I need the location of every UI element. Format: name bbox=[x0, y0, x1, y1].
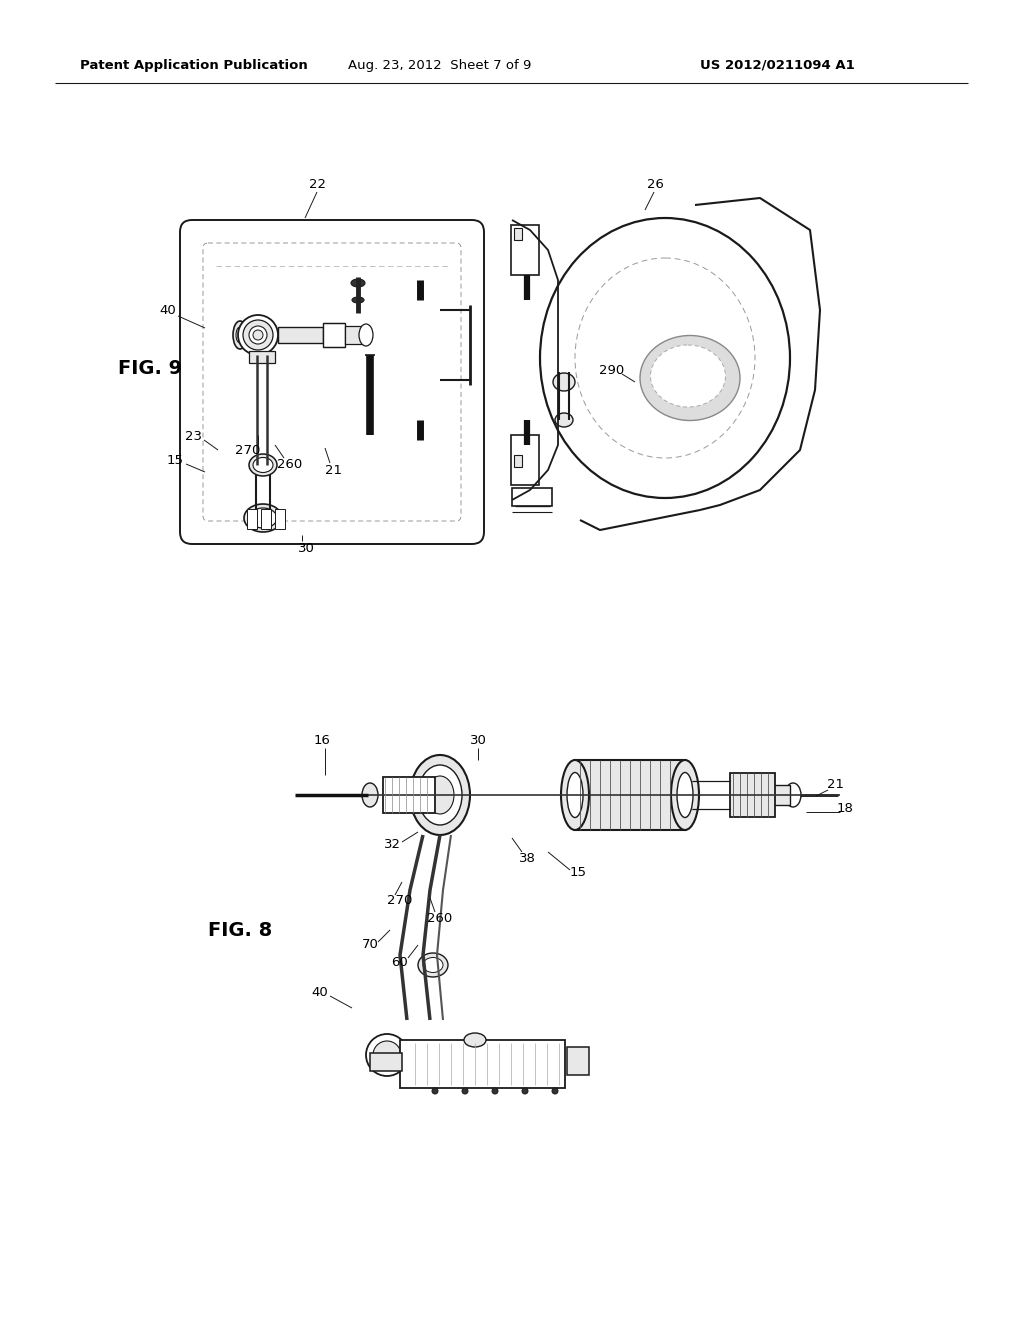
Bar bbox=[345, 326, 362, 345]
Ellipse shape bbox=[253, 330, 263, 341]
Text: 40: 40 bbox=[160, 304, 176, 317]
Bar bbox=[730, 774, 775, 817]
Text: 16: 16 bbox=[313, 734, 331, 747]
Ellipse shape bbox=[351, 279, 365, 286]
Text: 290: 290 bbox=[599, 363, 625, 376]
Ellipse shape bbox=[640, 335, 740, 421]
Bar bbox=[511, 436, 539, 484]
Text: Patent Application Publication: Patent Application Publication bbox=[80, 58, 308, 71]
Bar bbox=[278, 327, 323, 343]
Text: US 2012/0211094 A1: US 2012/0211094 A1 bbox=[700, 58, 855, 71]
Text: 38: 38 bbox=[518, 851, 536, 865]
Ellipse shape bbox=[243, 319, 273, 350]
Bar bbox=[261, 510, 271, 529]
Bar bbox=[275, 510, 285, 529]
Ellipse shape bbox=[432, 1088, 438, 1094]
Ellipse shape bbox=[522, 1088, 528, 1094]
Ellipse shape bbox=[352, 297, 364, 304]
Text: 23: 23 bbox=[184, 429, 202, 442]
Bar bbox=[567, 1047, 589, 1074]
Text: 21: 21 bbox=[325, 463, 341, 477]
Ellipse shape bbox=[366, 1034, 408, 1076]
Ellipse shape bbox=[462, 1088, 468, 1094]
Text: FIG. 8: FIG. 8 bbox=[208, 920, 272, 940]
Ellipse shape bbox=[249, 454, 278, 477]
Bar bbox=[514, 228, 522, 240]
Bar bbox=[370, 1053, 402, 1071]
Text: 18: 18 bbox=[837, 801, 853, 814]
Ellipse shape bbox=[785, 783, 801, 807]
Ellipse shape bbox=[575, 257, 755, 458]
Text: 260: 260 bbox=[427, 912, 453, 924]
Ellipse shape bbox=[418, 953, 449, 977]
Bar bbox=[770, 785, 790, 805]
Ellipse shape bbox=[373, 1041, 401, 1069]
Ellipse shape bbox=[418, 766, 462, 825]
Ellipse shape bbox=[249, 508, 278, 528]
Text: 70: 70 bbox=[361, 939, 379, 952]
FancyBboxPatch shape bbox=[180, 220, 484, 544]
Text: FIG. 9: FIG. 9 bbox=[118, 359, 182, 378]
Ellipse shape bbox=[362, 783, 378, 807]
Bar bbox=[400, 1040, 565, 1088]
Ellipse shape bbox=[238, 315, 278, 355]
Ellipse shape bbox=[236, 327, 244, 343]
Ellipse shape bbox=[567, 772, 583, 817]
Ellipse shape bbox=[359, 323, 373, 346]
Ellipse shape bbox=[552, 1088, 558, 1094]
Text: 30: 30 bbox=[298, 541, 314, 554]
Text: 22: 22 bbox=[309, 177, 327, 190]
Ellipse shape bbox=[410, 755, 470, 836]
Text: 15: 15 bbox=[569, 866, 587, 879]
Ellipse shape bbox=[555, 413, 573, 426]
Text: 30: 30 bbox=[470, 734, 486, 747]
Ellipse shape bbox=[492, 1088, 498, 1094]
Text: 15: 15 bbox=[167, 454, 183, 466]
Ellipse shape bbox=[233, 321, 247, 348]
Bar bbox=[247, 510, 257, 529]
Text: 32: 32 bbox=[384, 838, 400, 851]
Bar bbox=[249, 351, 275, 363]
Ellipse shape bbox=[249, 326, 267, 345]
Ellipse shape bbox=[253, 458, 273, 473]
Text: 270: 270 bbox=[387, 894, 413, 907]
Bar bbox=[514, 455, 522, 467]
Text: 21: 21 bbox=[826, 779, 844, 792]
Ellipse shape bbox=[671, 760, 699, 830]
Ellipse shape bbox=[244, 504, 282, 532]
Text: 26: 26 bbox=[646, 177, 664, 190]
Ellipse shape bbox=[561, 760, 589, 830]
Bar bbox=[383, 777, 435, 813]
Text: Aug. 23, 2012  Sheet 7 of 9: Aug. 23, 2012 Sheet 7 of 9 bbox=[348, 58, 531, 71]
Text: 260: 260 bbox=[278, 458, 303, 471]
Text: 270: 270 bbox=[236, 444, 261, 457]
Text: 60: 60 bbox=[391, 956, 409, 969]
Bar bbox=[575, 760, 685, 830]
Bar bbox=[512, 488, 552, 506]
Ellipse shape bbox=[423, 957, 443, 973]
Text: 40: 40 bbox=[311, 986, 329, 998]
Ellipse shape bbox=[553, 374, 575, 391]
Bar bbox=[323, 323, 345, 347]
Ellipse shape bbox=[650, 345, 725, 407]
Ellipse shape bbox=[540, 218, 790, 498]
Ellipse shape bbox=[426, 776, 454, 814]
Ellipse shape bbox=[677, 772, 693, 817]
Bar bbox=[511, 224, 539, 275]
Ellipse shape bbox=[464, 1034, 486, 1047]
